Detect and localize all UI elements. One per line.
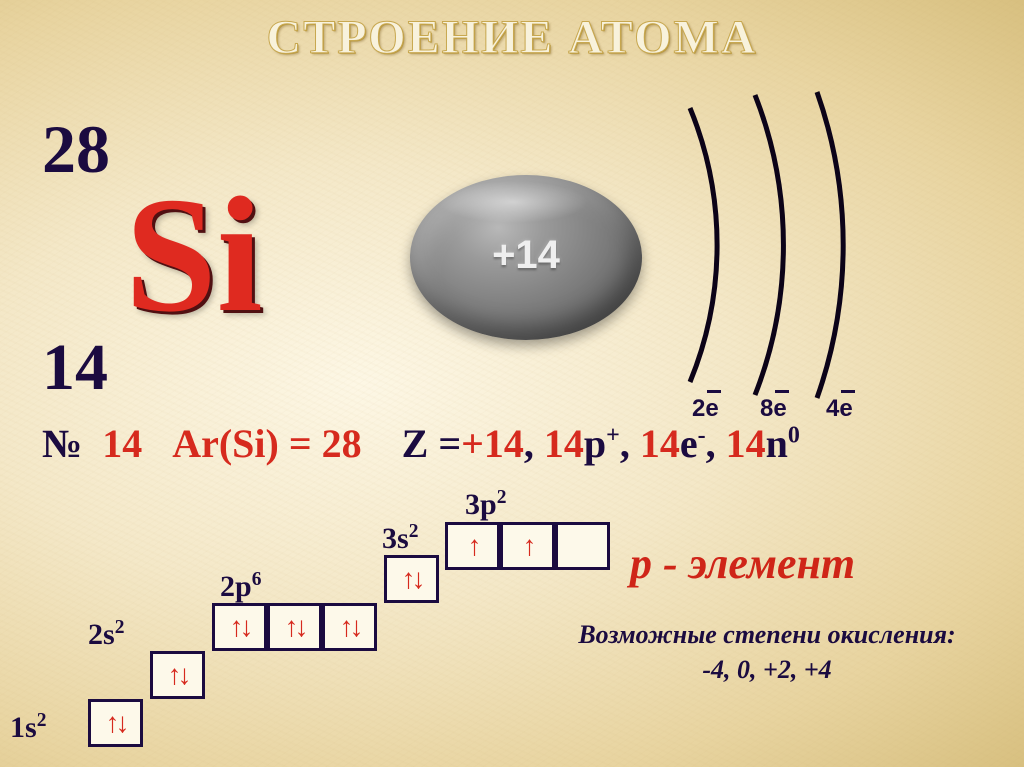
shell-2-label: 8e [760, 395, 787, 423]
shell-3-label: 4e [826, 395, 853, 423]
info-line: № 14 Ar(Si) = 28 Z =+14, 14p+, 14e-, 14n… [42, 420, 800, 467]
orb-2p-cell-1: ↑↓ [212, 603, 267, 651]
orb-3p-cell-1: ↑ [445, 522, 500, 570]
nucleus-charge: +14 [410, 233, 642, 278]
orb-3p-cell-2: ↑ [500, 522, 555, 570]
orb-2s-cell-1: ↑↓ [150, 651, 205, 699]
info-ar: Ar(Si) = 28 [152, 421, 361, 466]
block-label: p - элемент [630, 538, 855, 589]
orb-2p-cell-3: ↑↓ [322, 603, 377, 651]
info-z-value: +14 [461, 421, 524, 466]
orb-3p-label: 3p2 [465, 487, 506, 522]
orb-2s-label: 2s2 [88, 617, 124, 652]
orb-3s-cell-1: ↑↓ [384, 555, 439, 603]
atomic-number: 14 [42, 330, 108, 406]
info-number: 14 [92, 421, 142, 466]
nucleus: +14 [410, 175, 642, 340]
orb-3s-label: 3s2 [382, 521, 418, 556]
orb-1s-label: 1s2 [10, 710, 46, 745]
number-sign: № [42, 421, 82, 466]
shell-1-label: 2e [692, 395, 719, 423]
oxidation-values: -4, 0, +2, +4 [540, 655, 994, 685]
orb-2p-cell-2: ↑↓ [267, 603, 322, 651]
electron-shells [630, 90, 930, 400]
oxidation-title: Возможные степени окисления: [540, 620, 994, 650]
orb-2p-label: 2p6 [220, 569, 261, 604]
slide-title: СТРОЕНИЕ АТОМА [0, 10, 1024, 65]
element-symbol: Si [125, 160, 263, 350]
info-z-label: Z = [372, 421, 461, 466]
orb-1s-cell-1: ↑↓ [88, 699, 143, 747]
orb-3p-cell-3 [555, 522, 610, 570]
mass-number: 28 [42, 110, 110, 189]
